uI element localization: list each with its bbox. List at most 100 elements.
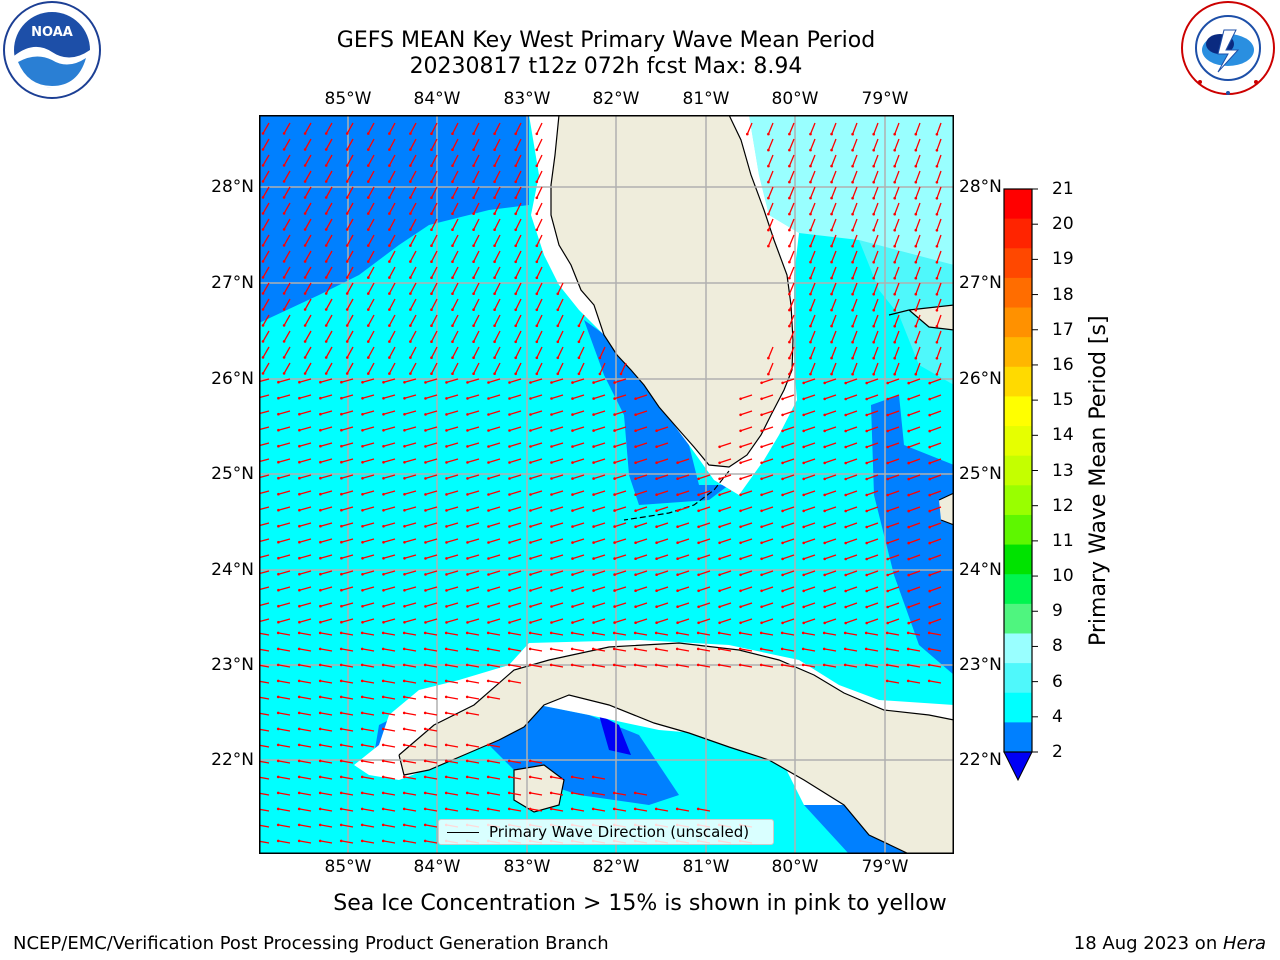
wave-direction-arrowhead — [340, 380, 343, 384]
wave-direction-arrowhead — [570, 647, 574, 651]
wave-direction-arrow — [278, 792, 291, 796]
wave-direction-arrow — [467, 680, 480, 684]
wave-direction-arrowhead — [598, 356, 602, 360]
wave-direction-arrow — [473, 314, 480, 326]
wave-direction-arrowhead — [655, 557, 658, 560]
wave-direction-arrow — [451, 362, 459, 374]
wave-direction-arrow — [824, 490, 837, 496]
wave-direction-arrowhead — [781, 429, 784, 433]
wave-direction-arrow — [845, 554, 858, 560]
wave-direction-arrowhead — [550, 445, 553, 448]
wave-direction-arrow — [782, 506, 795, 512]
wave-direction-arrowhead — [577, 340, 581, 344]
wave-direction-arrowhead — [430, 196, 433, 199]
wave-direction-arrow — [383, 728, 396, 732]
wave-direction-arrow — [404, 712, 417, 716]
wave-direction-arrow — [530, 570, 543, 576]
wave-direction-arrow — [509, 410, 522, 416]
wave-direction-arrowhead — [676, 525, 679, 528]
wave-direction-arrow — [304, 330, 312, 342]
wave-direction-arrow — [262, 122, 270, 134]
wave-direction-arrowhead — [361, 381, 364, 384]
wave-direction-arrowhead — [445, 381, 448, 384]
wave-direction-arrow — [409, 282, 417, 294]
wave-direction-arrowhead — [613, 461, 616, 464]
wave-direction-arrow — [677, 506, 690, 512]
wave-direction-arrow — [536, 266, 543, 279]
wave-direction-arrowhead — [388, 212, 391, 215]
wave-direction-arrow — [404, 760, 417, 764]
wave-direction-arrow — [388, 170, 396, 182]
wave-direction-arrow — [325, 314, 333, 326]
wave-direction-arrow — [404, 744, 417, 748]
wave-direction-arrow — [346, 330, 354, 342]
wave-direction-arrow — [761, 538, 774, 544]
wave-direction-arrow — [404, 474, 417, 479]
wave-direction-arrow — [873, 170, 879, 183]
colorbar-segment — [1004, 248, 1032, 279]
wave-direction-arrowhead — [514, 148, 517, 152]
wave-direction-arrowhead — [935, 197, 939, 200]
wave-direction-arrowhead — [591, 791, 595, 795]
wave-direction-arrow — [473, 266, 480, 278]
wave-direction-arrowhead — [345, 308, 349, 311]
wave-direction-arrowhead — [788, 260, 791, 264]
wave-direction-arrow — [635, 410, 648, 416]
colorbar-tick-label: 15 — [1052, 390, 1074, 411]
wave-direction-arrowhead — [760, 461, 763, 465]
wave-direction-arrowhead — [345, 244, 349, 247]
wave-direction-arrow — [299, 426, 312, 431]
wave-direction-arrowhead — [802, 397, 805, 401]
wave-direction-arrowhead — [549, 631, 553, 635]
wave-direction-arrow — [383, 426, 396, 431]
wave-direction-arrow — [788, 170, 795, 183]
wave-direction-arrowhead — [345, 148, 349, 151]
wave-direction-arrowhead — [634, 493, 637, 497]
wave-direction-arrow — [509, 586, 522, 592]
wave-direction-arrowhead — [746, 132, 749, 136]
wave-direction-arrow — [388, 218, 396, 230]
wave-direction-arrow — [887, 394, 900, 400]
wave-direction-arrowhead — [535, 340, 539, 344]
wave-direction-arrow — [845, 586, 858, 592]
wave-direction-arrow — [304, 346, 312, 358]
wave-direction-arrowhead — [529, 477, 532, 480]
wave-direction-arrowhead — [430, 148, 433, 151]
wave-direction-arrow — [929, 426, 942, 432]
wave-direction-arrowhead — [487, 557, 490, 560]
wave-direction-arrowhead — [388, 324, 391, 327]
wave-direction-arrowhead — [535, 324, 539, 328]
wave-direction-arrowhead — [318, 839, 322, 843]
wave-direction-arrowhead — [361, 429, 364, 432]
wave-direction-arrowhead — [633, 791, 637, 795]
wave-direction-arrow — [873, 250, 879, 263]
wave-direction-arrowhead — [465, 791, 469, 795]
wave-direction-arrowhead — [571, 557, 574, 560]
wave-direction-arrowhead — [360, 711, 364, 715]
wave-direction-arrowhead — [767, 148, 770, 152]
wave-direction-arrowhead — [570, 807, 574, 811]
wave-direction-arrowhead — [760, 493, 763, 497]
wave-direction-arrow — [278, 632, 291, 636]
wave-direction-arrowhead — [403, 573, 406, 576]
wave-direction-arrow — [383, 664, 396, 668]
wave-direction-arrowhead — [935, 165, 939, 168]
wave-direction-arrow — [404, 506, 417, 511]
wave-direction-arrowhead — [508, 461, 511, 464]
wave-direction-arrow — [283, 186, 291, 198]
wave-direction-arrowhead — [781, 397, 784, 401]
wave-direction-arrowhead — [493, 212, 496, 215]
wave-direction-arrow — [446, 570, 459, 576]
wave-direction-arrowhead — [276, 775, 280, 779]
wave-direction-arrow — [551, 442, 564, 448]
wave-direction-arrowhead — [298, 540, 301, 544]
colorbar-segment — [1004, 426, 1032, 457]
wave-direction-arrow — [530, 602, 543, 608]
map-frame — [259, 115, 954, 854]
wave-direction-arrowhead — [388, 132, 391, 135]
wave-direction-arrowhead — [303, 164, 307, 167]
wave-direction-arrowhead — [424, 621, 427, 624]
colorbar-tick-label: 14 — [1052, 425, 1074, 446]
wave-direction-arrowhead — [697, 605, 700, 609]
wave-direction-arrow — [515, 266, 522, 279]
